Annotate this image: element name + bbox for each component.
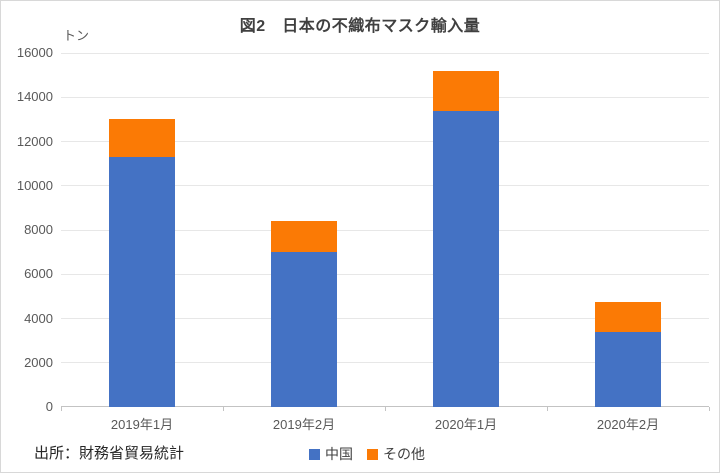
y-axis-tick-label: 6000 <box>24 266 53 282</box>
y-axis-tick-label: 8000 <box>24 222 53 237</box>
x-axis-label: 2020年2月 <box>596 417 660 432</box>
x-axis-line <box>61 406 709 407</box>
bar-segment-other <box>109 119 175 157</box>
y-axis-tick-label: 16000 <box>16 45 53 60</box>
legend-label: 中国 <box>325 446 353 462</box>
gridline <box>61 185 709 187</box>
x-axis-tick <box>223 407 224 411</box>
gridline <box>61 96 709 98</box>
x-axis-label: 2019年1月 <box>110 417 174 432</box>
bar-segment-china <box>595 331 661 407</box>
y-axis-tick-label: 2000 <box>24 354 53 370</box>
bar-segment-china <box>271 252 337 407</box>
bar-segment-other <box>595 301 661 332</box>
chart-title: 図2 日本の不織布マスク輸入量 <box>239 18 481 35</box>
y-axis-tick-label: 14000 <box>16 89 53 105</box>
gridline <box>61 362 709 364</box>
x-axis-tick <box>709 407 710 411</box>
y-axis-unit-label: トン <box>63 28 90 43</box>
y-axis-tick-label: 10000 <box>16 177 53 193</box>
x-axis-label: 2019年2月 <box>272 417 336 432</box>
gridline <box>61 229 709 231</box>
legend-swatch-china-icon <box>309 448 320 460</box>
legend-item-other: その他 <box>367 444 425 464</box>
gridline <box>61 52 709 54</box>
bar-segment-china <box>433 110 499 407</box>
legend-swatch-other-icon <box>367 448 378 460</box>
y-axis-tick-label: 12000 <box>16 133 53 149</box>
x-axis-label: 2020年1月 <box>434 417 498 432</box>
legend-item-china: 中国 <box>309 444 353 464</box>
y-axis-tick-label: 0 <box>45 399 53 414</box>
x-axis-tick <box>61 407 62 411</box>
x-axis-tick <box>547 407 548 411</box>
bar-segment-other <box>271 221 337 253</box>
x-axis-tick <box>385 407 386 411</box>
plot-area: 2019年1月 2019年2月 2020年1月 2020年2月 <box>61 52 710 432</box>
bar-segment-other <box>433 70 499 111</box>
gridline <box>61 273 709 275</box>
source-note: 出所：財務省貿易統計 <box>34 445 185 462</box>
bar-segment-china <box>109 157 175 407</box>
y-axis-tick-label: 4000 <box>24 310 53 326</box>
legend-label: その他 <box>383 446 425 462</box>
legend: 中国 その他 <box>309 444 425 464</box>
gridline <box>61 141 709 142</box>
gridline <box>61 318 709 319</box>
